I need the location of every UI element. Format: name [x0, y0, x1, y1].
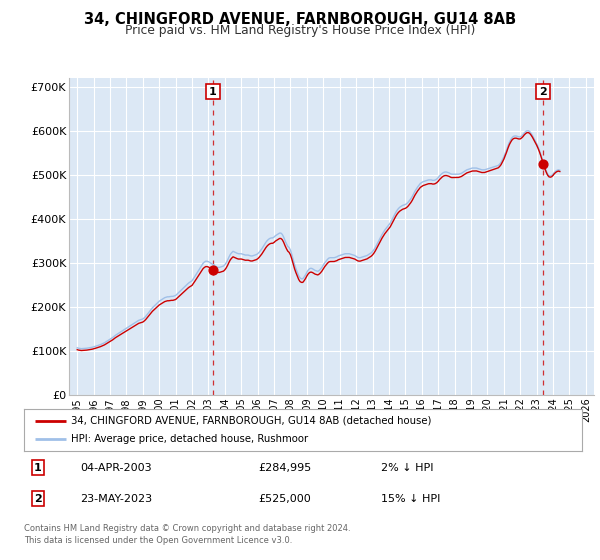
Point: [208, 265, 218, 274]
Text: Price paid vs. HM Land Registry's House Price Index (HPI): Price paid vs. HM Land Registry's House …: [125, 24, 475, 37]
Text: Contains HM Land Registry data © Crown copyright and database right 2024.: Contains HM Land Registry data © Crown c…: [24, 524, 350, 533]
Text: 2% ↓ HPI: 2% ↓ HPI: [381, 463, 434, 473]
Text: £284,995: £284,995: [259, 463, 311, 473]
Text: 1: 1: [209, 87, 217, 96]
Text: 23-MAY-2023: 23-MAY-2023: [80, 494, 152, 503]
Text: 15% ↓ HPI: 15% ↓ HPI: [381, 494, 440, 503]
Text: 2: 2: [34, 494, 42, 503]
Text: HPI: Average price, detached house, Rushmoor: HPI: Average price, detached house, Rush…: [71, 434, 308, 444]
Point: [538, 160, 548, 169]
Text: £525,000: £525,000: [259, 494, 311, 503]
Text: 34, CHINGFORD AVENUE, FARNBOROUGH, GU14 8AB: 34, CHINGFORD AVENUE, FARNBOROUGH, GU14 …: [84, 12, 516, 27]
Text: 04-APR-2003: 04-APR-2003: [80, 463, 151, 473]
Text: This data is licensed under the Open Government Licence v3.0.: This data is licensed under the Open Gov…: [24, 536, 292, 545]
Text: 2: 2: [539, 87, 547, 96]
Text: 1: 1: [34, 463, 42, 473]
Text: 34, CHINGFORD AVENUE, FARNBOROUGH, GU14 8AB (detached house): 34, CHINGFORD AVENUE, FARNBOROUGH, GU14 …: [71, 416, 432, 426]
